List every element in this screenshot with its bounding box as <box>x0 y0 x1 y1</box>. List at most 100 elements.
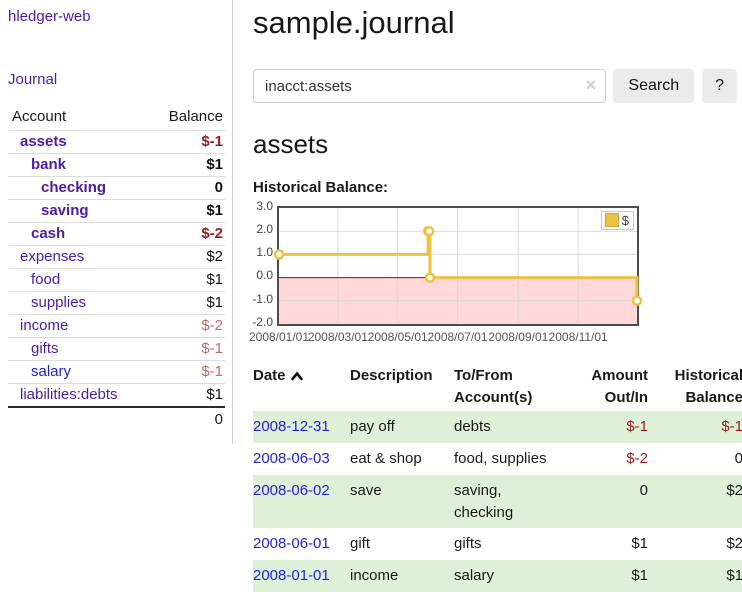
account-balance: 0 <box>148 176 225 200</box>
tx-balance: 0 <box>734 450 742 467</box>
chart-plot-area: $ <box>273 205 643 326</box>
tx-row: 2008-12-31 pay off debts $-1 $-1 <box>253 411 742 443</box>
tx-description: pay off <box>350 418 395 436</box>
x-tick-label: 2008/09/01 <box>488 329 549 344</box>
tx-row: 2008-06-03 eat & shop food, supplies $-2… <box>253 443 742 475</box>
account-balance: $1 <box>148 153 225 177</box>
tx-balance: $2 <box>726 535 742 553</box>
account-balance: $-1 <box>148 130 225 154</box>
app-title-link[interactable]: hledger-web <box>8 8 91 25</box>
account-row: saving $1 <box>8 199 225 223</box>
account-row: expenses $2 <box>8 245 225 269</box>
tx-accounts: food, supplies <box>454 450 547 467</box>
account-link-food[interactable]: food <box>31 271 61 288</box>
clear-search-icon[interactable]: ✕ <box>585 76 597 93</box>
account-row: liabilities:debts $1 <box>8 383 225 408</box>
account-link-liabilities-debts[interactable]: liabilities:debts <box>20 386 118 403</box>
tx-col-description: Description <box>350 366 433 384</box>
account-balance: $-1 <box>148 360 225 384</box>
tx-accounts: saving, checking <box>454 481 514 521</box>
y-tick-label: -2.0 <box>252 314 273 329</box>
accounts-total-row: 0 <box>8 406 225 431</box>
main-content: sample.journal ✕ Search ? assets Histori… <box>249 0 742 592</box>
tx-description: gift <box>350 535 371 553</box>
tx-date-link[interactable]: 2008-06-02 <box>253 481 330 499</box>
chart-legend: $ <box>600 210 634 230</box>
account-link-assets[interactable]: assets <box>20 133 67 150</box>
historical-balance-chart: 3.0 2.0 1.0 0.0 -1.0 -2.0 $ 2008/01/01 2008/03… <box>249 199 737 346</box>
account-row: bank $1 <box>8 153 225 177</box>
account-balance: $-1 <box>148 337 225 361</box>
account-row: supplies $1 <box>8 291 225 315</box>
accounts-col-account: Account <box>8 105 149 131</box>
x-tick-label: 2008/05/01 <box>367 329 428 344</box>
sidebar-item-journal[interactable]: Journal <box>8 71 58 88</box>
page-title: sample.journal <box>253 5 455 40</box>
account-link-gifts[interactable]: gifts <box>31 340 59 357</box>
account-link-bank[interactable]: bank <box>31 156 67 173</box>
tx-amount: $-1 <box>626 418 648 436</box>
tx-amount: $1 <box>631 535 648 553</box>
tx-amount: 0 <box>639 481 648 499</box>
search-input[interactable] <box>253 69 607 104</box>
legend-swatch-icon <box>604 213 619 228</box>
account-link-income[interactable]: income <box>20 317 69 334</box>
legend-label: $ <box>621 212 629 228</box>
account-row: checking 0 <box>8 176 225 200</box>
tx-row: 2008-06-02 save saving, checking 0 $2 <box>253 474 742 529</box>
account-link-salary[interactable]: salary <box>31 363 72 380</box>
tx-row: 2008-06-01 gift gifts $1 $2 <box>253 528 742 560</box>
y-tick-label: 1.0 <box>256 245 273 260</box>
account-balance: $2 <box>148 245 225 269</box>
y-tick-label: -1.0 <box>252 291 273 306</box>
tx-accounts: salary <box>454 567 495 584</box>
account-balance: $-2 <box>148 222 225 246</box>
tx-date-link[interactable]: 2008-06-03 <box>253 450 330 467</box>
tx-amount: $-2 <box>626 450 648 467</box>
y-tick-label: 3.0 <box>256 198 273 213</box>
tx-date-link[interactable]: 2008-06-01 <box>253 535 330 553</box>
sidebar: hledger-web Journal Account Balance asse… <box>0 0 233 444</box>
y-tick-label: 0.0 <box>256 268 273 283</box>
account-link-saving[interactable]: saving <box>41 202 89 219</box>
tx-description: save <box>350 481 382 499</box>
account-balance: $1 <box>148 291 225 315</box>
search-button[interactable]: Search <box>613 69 695 104</box>
account-link-cash[interactable]: cash <box>31 225 66 242</box>
tx-amount: $1 <box>631 567 648 584</box>
account-link-expenses[interactable]: expenses <box>20 248 85 265</box>
account-balance: $1 <box>148 383 225 408</box>
account-row: gifts $-1 <box>8 337 225 361</box>
tx-row: 2008-01-01 income salary $1 $1 <box>253 560 742 592</box>
help-button[interactable]: ? <box>702 69 737 104</box>
x-tick-label: 2008/07/01 <box>427 329 488 344</box>
tx-balance: $2 <box>726 481 742 499</box>
tx-balance: $1 <box>726 567 742 584</box>
account-heading: assets <box>253 128 329 159</box>
tx-accounts: gifts <box>454 535 482 553</box>
x-tick-label: 2008/01/01 <box>248 329 310 344</box>
account-balance: $1 <box>148 268 225 292</box>
tx-description: income <box>350 567 399 584</box>
search-form: ✕ Search ? <box>253 69 737 104</box>
tx-balance: $-1 <box>721 418 742 436</box>
tx-date-link[interactable]: 2008-01-01 <box>253 567 330 584</box>
chart-canvas <box>273 207 643 324</box>
accounts-total: 0 <box>148 406 225 431</box>
tx-date-link[interactable]: 2008-12-31 <box>253 418 330 436</box>
account-row: food $1 <box>8 268 225 292</box>
x-tick-label: 2008/11/01 <box>548 329 608 344</box>
sort-ascending-icon <box>290 371 303 381</box>
account-link-supplies[interactable]: supplies <box>31 294 87 311</box>
account-row: assets $-1 <box>8 130 225 154</box>
account-row: salary $-1 <box>8 360 225 384</box>
account-link-checking[interactable]: checking <box>41 179 107 196</box>
accounts-col-balance: Balance <box>148 105 225 131</box>
tx-accounts: debts <box>454 418 491 436</box>
tx-col-amount: Amount Out/In <box>591 366 648 406</box>
account-balance: $1 <box>148 199 225 223</box>
account-row: cash $-2 <box>8 222 225 246</box>
tx-col-date-sort[interactable]: Date <box>253 362 350 412</box>
tx-description: eat & shop <box>350 450 422 467</box>
accounts-table: Account Balance assets $-1 bank $1 checkin… <box>8 105 225 431</box>
